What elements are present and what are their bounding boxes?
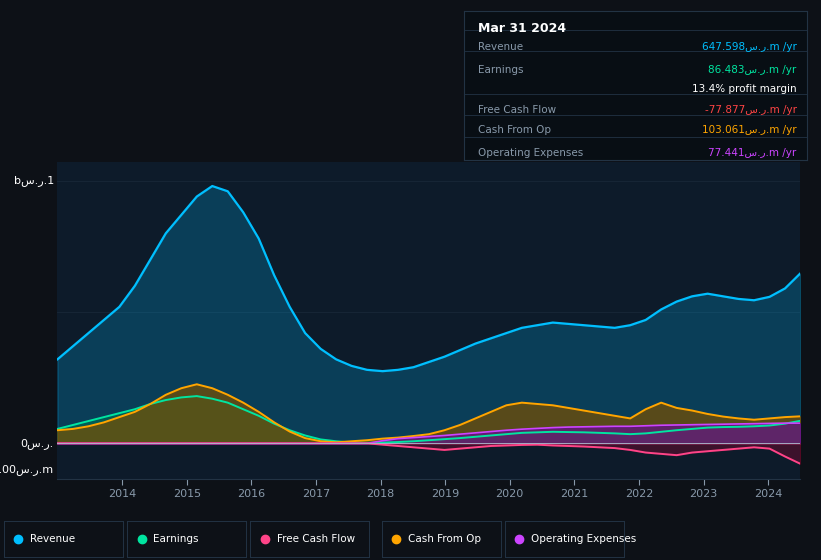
Text: -100س.ر.m: -100س.ر.m [0,464,53,475]
Text: Earnings: Earnings [154,534,199,544]
Text: 77.441س.ر.m /yr: 77.441س.ر.m /yr [709,148,796,158]
Text: Revenue: Revenue [30,534,76,544]
Text: 13.4% profit margin: 13.4% profit margin [692,84,796,94]
Text: Operating Expenses: Operating Expenses [531,534,636,544]
Text: 103.061س.ر.m /yr: 103.061س.ر.m /yr [702,125,796,136]
Text: 86.483س.ر.m /yr: 86.483س.ر.m /yr [709,64,796,74]
Text: Earnings: Earnings [478,64,523,74]
Text: Free Cash Flow: Free Cash Flow [277,534,355,544]
Text: Mar 31 2024: Mar 31 2024 [478,22,566,35]
Text: Operating Expenses: Operating Expenses [478,148,583,158]
Text: Free Cash Flow: Free Cash Flow [478,105,556,115]
Text: 0س.ر.: 0س.ر. [21,438,53,449]
Text: Cash From Op: Cash From Op [408,534,481,544]
Text: Cash From Op: Cash From Op [478,125,551,136]
Text: Revenue: Revenue [478,43,523,53]
Text: 647.598س.ر.m /yr: 647.598س.ر.m /yr [702,43,796,53]
Text: -77.877س.ر.m /yr: -77.877س.ر.m /yr [704,105,796,115]
Text: bس.ر.1: bس.ر.1 [13,175,53,186]
